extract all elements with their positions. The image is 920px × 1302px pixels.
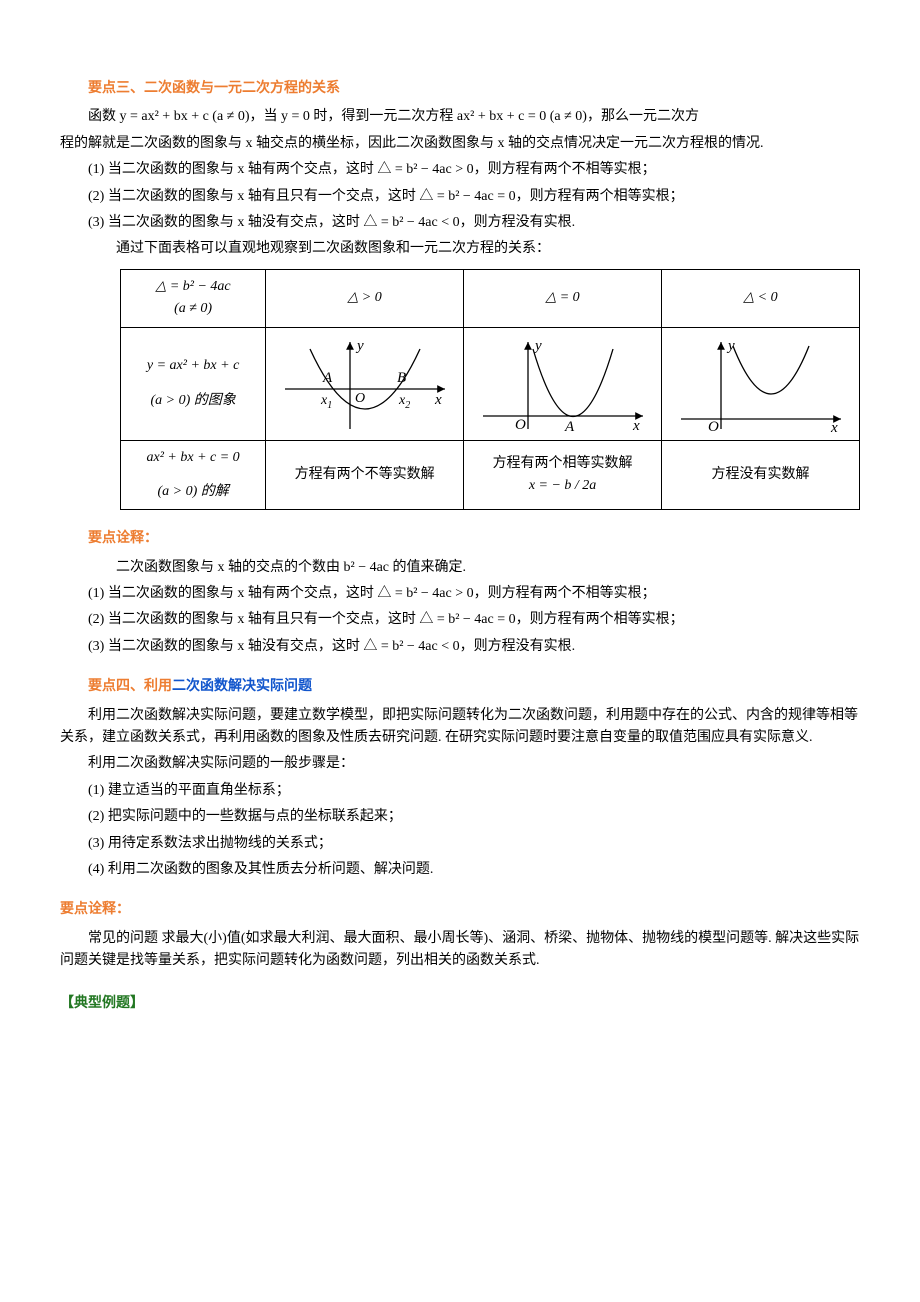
svg-text:x: x [830, 420, 838, 434]
h3-para-2: 程的解就是二次函数的图象与 x 轴交点的横坐标，因此二次函数图象与 x 轴的交点… [60, 133, 860, 155]
cell-graph-label: y = ax² + bx + c (a > 0) 的图象 [121, 327, 266, 440]
svg-text:y: y [355, 338, 364, 354]
h4-item-4: (4) 利用二次函数的图象及其性质去分析问题、解决问题. [60, 859, 860, 881]
eq-expr: ax² + bx + c = 0 [125, 447, 261, 469]
delta-gt-0: △ > 0 [348, 290, 382, 305]
svg-text:A: A [564, 419, 575, 434]
delta-lt-0: △ < 0 [743, 290, 777, 305]
parabola-two-roots: A B x1 x2 O x y [275, 334, 455, 434]
a-gt-0-solution: (a > 0) 的解 [125, 481, 261, 503]
svg-text:x2: x2 [398, 393, 410, 411]
explain-heading-1: 要点诠释： [60, 528, 860, 550]
cell-graph-one-root: O A x y [464, 327, 662, 440]
explain1-item-2: (2) 当二次函数的图象与 x 轴有且只有一个交点，这时 △ = b² − 4a… [60, 609, 860, 631]
h4-item-3: (3) 用待定系数法求出抛物线的关系式； [60, 833, 860, 855]
svg-text:x: x [434, 392, 442, 408]
parabola-one-root: O A x y [473, 334, 653, 434]
svg-text:y: y [533, 338, 542, 354]
cell-delta-pos: △ > 0 [266, 269, 464, 327]
a-neq-0: (a ≠ 0) [125, 298, 261, 320]
func-expr: y = ax² + bx + c [125, 355, 261, 377]
h4-para-2: 利用二次函数解决实际问题的一般步骤是： [60, 753, 860, 775]
h3-para-1: 函数 y = ax² + bx + c (a ≠ 0)，当 y = 0 时，得到… [60, 106, 860, 128]
a-gt-0-graph: (a > 0) 的图象 [125, 390, 261, 412]
table-row: y = ax² + bx + c (a > 0) 的图象 A B x1 x2 [121, 327, 860, 440]
svg-text:A: A [322, 370, 333, 386]
delta-eq-0: △ = 0 [545, 290, 579, 305]
svg-text:y: y [726, 338, 735, 354]
cell-delta-zero: △ = 0 [464, 269, 662, 327]
equal-sol-text: 方程有两个相等实数解 [468, 453, 657, 475]
explain2-p1: 常见的问题 求最大(小)值(如求最大利润、最大面积、最小周长等)、涵洞、桥梁、抛… [60, 928, 860, 973]
svg-text:O: O [515, 417, 526, 433]
svg-text:B: B [397, 370, 406, 386]
equal-sol-formula: x = − b / 2a [468, 475, 657, 497]
svg-text:x1: x1 [320, 393, 332, 411]
cell-no-solution: 方程没有实数解 [662, 440, 860, 510]
h4-item-2: (2) 把实际问题中的一些数据与点的坐标联系起来； [60, 806, 860, 828]
h3-item-2: (2) 当二次函数的图象与 x 轴有且只有一个交点，这时 △ = b² − 4a… [60, 186, 860, 208]
a-gt-0-graph-text: (a > 0) 的图象 [150, 393, 235, 408]
heading4-prefix: 要点四、利用 [88, 679, 172, 694]
cell-solution-label: ax² + bx + c = 0 (a > 0) 的解 [121, 440, 266, 510]
h4-para-1: 利用二次函数解决实际问题，要建立数学模型，即把实际问题转化为二次函数问题，利用题… [60, 705, 860, 750]
svg-text:O: O [355, 391, 365, 406]
examples-heading: 【典型例题】 [60, 993, 860, 1015]
cell-equal-solutions: 方程有两个相等实数解 x = − b / 2a [464, 440, 662, 510]
cell-graph-no-root: O x y [662, 327, 860, 440]
a-gt-0-solution-text: (a > 0) 的解 [157, 484, 228, 499]
explain-heading-2: 要点诠释： [60, 899, 860, 921]
h4-item-1: (1) 建立适当的平面直角坐标系； [60, 780, 860, 802]
cell-delta-neg: △ < 0 [662, 269, 860, 327]
table-caption: 通过下面表格可以直观地观察到二次函数图象和一元二次方程的关系： [60, 238, 860, 260]
relation-table: △ = b² − 4ac (a ≠ 0) △ > 0 △ = 0 △ < 0 y… [120, 269, 860, 511]
h3-item-1: (1) 当二次函数的图象与 x 轴有两个交点，这时 △ = b² − 4ac >… [60, 159, 860, 181]
explain1-item-3: (3) 当二次函数的图象与 x 轴没有交点，这时 △ = b² − 4ac < … [60, 636, 860, 658]
table-row: △ = b² − 4ac (a ≠ 0) △ > 0 △ = 0 △ < 0 [121, 269, 860, 327]
section-heading-4: 要点四、利用二次函数解决实际问题 [60, 676, 860, 698]
svg-text:x: x [632, 418, 640, 434]
parabola-no-root: O x y [671, 334, 851, 434]
section-heading-3: 要点三、二次函数与一元二次方程的关系 [60, 78, 860, 100]
cell-graph-two-roots: A B x1 x2 O x y [266, 327, 464, 440]
delta-expr: △ = b² − 4ac [125, 276, 261, 298]
cell-delta-def: △ = b² − 4ac (a ≠ 0) [121, 269, 266, 327]
cell-two-solutions: 方程有两个不等实数解 [266, 440, 464, 510]
h3-item-3: (3) 当二次函数的图象与 x 轴没有交点，这时 △ = b² − 4ac < … [60, 212, 860, 234]
svg-text:O: O [708, 419, 719, 434]
heading4-blue: 二次函数解决实际问题 [172, 679, 312, 694]
table-row: ax² + bx + c = 0 (a > 0) 的解 方程有两个不等实数解 方… [121, 440, 860, 510]
explain1-item-1: (1) 当二次函数的图象与 x 轴有两个交点，这时 △ = b² − 4ac >… [60, 583, 860, 605]
explain1-p1: 二次函数图象与 x 轴的交点的个数由 b² − 4ac 的值来确定. [60, 557, 860, 579]
